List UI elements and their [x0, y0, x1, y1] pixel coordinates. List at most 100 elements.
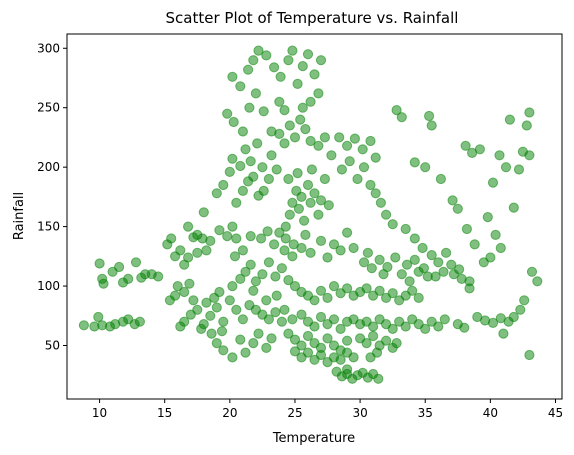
data-point: [269, 239, 280, 250]
data-point: [328, 239, 340, 250]
y-tick-label: 300: [37, 41, 60, 55]
data-point: [370, 188, 381, 199]
data-point: [287, 314, 298, 325]
x-tick-label: 25: [287, 406, 302, 420]
data-point: [387, 288, 398, 299]
data-point: [243, 64, 254, 75]
data-point: [280, 221, 291, 232]
data-point: [357, 144, 368, 155]
data-point: [227, 71, 238, 82]
data-point: [524, 150, 535, 161]
data-point: [319, 132, 330, 143]
data-point: [222, 231, 233, 242]
data-point: [342, 335, 353, 346]
data-point: [302, 330, 314, 342]
data-point: [498, 328, 509, 339]
data-point: [271, 290, 282, 301]
y-tick-label: 100: [37, 279, 60, 293]
data-point: [461, 223, 472, 235]
data-point: [184, 278, 195, 289]
data-point: [289, 132, 301, 143]
data-point: [418, 263, 429, 274]
data-point: [257, 162, 268, 173]
data-point: [231, 304, 242, 315]
data-point: [469, 239, 480, 250]
data-point: [302, 347, 314, 358]
data-point: [270, 271, 281, 282]
data-point: [381, 209, 392, 220]
chart-title: Scatter Plot of Temperature vs. Rainfall: [166, 9, 459, 27]
data-point: [279, 304, 290, 315]
x-tick-label: 35: [418, 406, 433, 420]
data-point: [309, 295, 320, 306]
data-point: [361, 283, 372, 294]
data-point: [283, 173, 294, 185]
data-point: [211, 188, 222, 199]
y-tick-label: 250: [37, 101, 60, 115]
data-point: [261, 50, 272, 61]
data-point: [315, 195, 327, 206]
data-point: [335, 323, 346, 334]
data-point: [240, 266, 251, 277]
data-point: [490, 229, 501, 240]
data-point: [342, 140, 353, 151]
data-point: [271, 164, 282, 175]
data-point: [192, 229, 203, 240]
data-point: [313, 88, 324, 99]
data-point: [289, 346, 301, 357]
data-point: [227, 281, 238, 292]
data-point: [447, 195, 458, 206]
data-point: [274, 96, 285, 107]
data-point: [227, 352, 238, 363]
data-point: [218, 316, 229, 327]
data-point: [342, 227, 353, 238]
data-point: [365, 352, 376, 363]
data-point: [500, 162, 512, 173]
data-point: [258, 106, 269, 117]
data-point: [283, 275, 294, 286]
data-point: [375, 197, 386, 208]
data-point: [400, 321, 411, 332]
data-point: [378, 269, 389, 280]
data-point: [322, 252, 333, 263]
data-point: [417, 242, 428, 254]
data-point: [424, 110, 435, 122]
data-point: [295, 114, 306, 125]
data-point: [224, 295, 235, 306]
data-point: [284, 209, 295, 220]
x-tick-label: 45: [548, 406, 563, 420]
data-point: [279, 245, 290, 256]
data-point: [205, 310, 216, 321]
data-point: [227, 153, 238, 164]
data-point: [309, 188, 320, 199]
data-point: [348, 352, 359, 363]
data-point: [240, 144, 251, 155]
data-point: [441, 247, 452, 258]
x-axis-title: Temperature: [272, 431, 355, 446]
data-point: [362, 247, 373, 258]
data-point: [206, 328, 217, 339]
data-point: [323, 200, 334, 211]
data-point: [297, 102, 308, 113]
x-tick-label: 10: [92, 406, 107, 420]
data-point: [244, 102, 255, 113]
data-point: [263, 257, 274, 268]
data-point: [216, 326, 228, 337]
data-point: [235, 160, 246, 172]
data-point: [245, 156, 256, 167]
data-point: [309, 69, 320, 80]
data-point: [334, 132, 345, 143]
data-point: [430, 271, 441, 282]
data-point: [175, 245, 186, 256]
data-point: [240, 347, 251, 358]
data-point: [305, 96, 316, 107]
data-point: [409, 233, 420, 244]
data-point: [93, 311, 104, 323]
data-point: [373, 373, 384, 384]
data-point: [358, 162, 370, 173]
data-point: [253, 45, 264, 56]
data-point: [474, 144, 485, 155]
data-point: [300, 124, 311, 135]
data-point: [198, 207, 209, 218]
